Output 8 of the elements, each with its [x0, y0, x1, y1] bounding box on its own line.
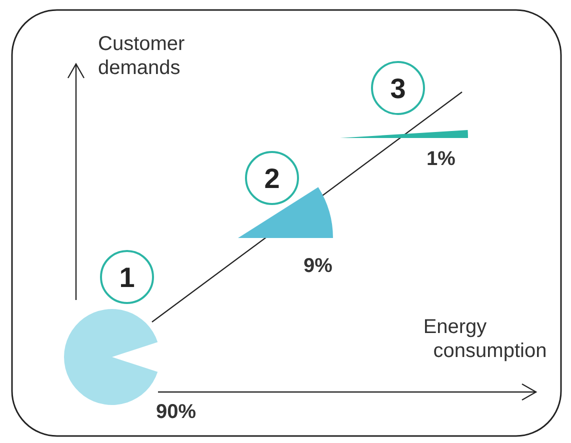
text: Customer demands — [98, 33, 186, 79]
data-label: 9% — [304, 255, 333, 277]
data-label: 1% — [426, 148, 456, 170]
category-label: 1 — [119, 262, 135, 293]
category-label: 3 — [390, 73, 406, 104]
category-label: 2 — [264, 163, 280, 194]
text: Energy consumption — [423, 316, 547, 362]
data-label: 90% — [156, 401, 196, 423]
